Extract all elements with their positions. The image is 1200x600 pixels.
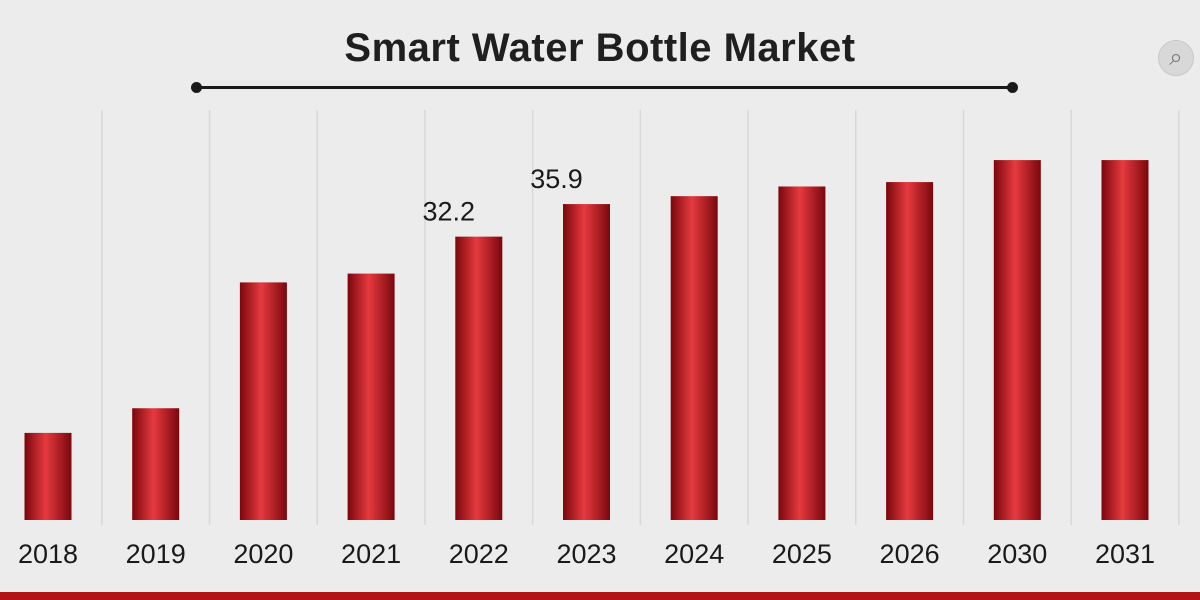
x-tick-label: 2019 — [126, 539, 186, 569]
chart-title: Smart Water Bottle Market — [344, 26, 856, 70]
x-tick-label: 2018 — [18, 539, 78, 569]
title-rule-left-dot — [191, 82, 202, 93]
bar-2018 — [24, 432, 72, 520]
bar-2024 — [670, 196, 718, 520]
bar-2025 — [778, 186, 826, 521]
bar-2019 — [132, 408, 180, 520]
bottom-accent-bar — [0, 592, 1200, 600]
search-icon[interactable]: ⌕ — [1158, 40, 1194, 76]
data-label: 35.9 — [530, 164, 583, 194]
bar-2031 — [1101, 160, 1149, 520]
x-tick-label: 2024 — [664, 539, 724, 569]
x-tick-label: 2025 — [772, 539, 832, 569]
x-tick-label: 2031 — [1095, 539, 1155, 569]
data-label: 32.2 — [423, 197, 476, 227]
bar-2021 — [347, 273, 395, 520]
title-rule — [197, 86, 1013, 89]
x-tick-label: 2023 — [556, 539, 616, 569]
x-tick-label: 2020 — [233, 539, 293, 569]
bar-2020 — [239, 282, 287, 520]
bar-2022 — [455, 236, 503, 520]
x-tick-label: 2022 — [449, 539, 509, 569]
x-tick-label: 2030 — [987, 539, 1047, 569]
bar-2030 — [993, 160, 1041, 520]
x-tick-label: 2021 — [341, 539, 401, 569]
title-rule-right-dot — [1007, 82, 1018, 93]
bar-2026 — [886, 182, 934, 520]
x-tick-label: 2026 — [880, 539, 940, 569]
bar-2023 — [563, 204, 610, 520]
